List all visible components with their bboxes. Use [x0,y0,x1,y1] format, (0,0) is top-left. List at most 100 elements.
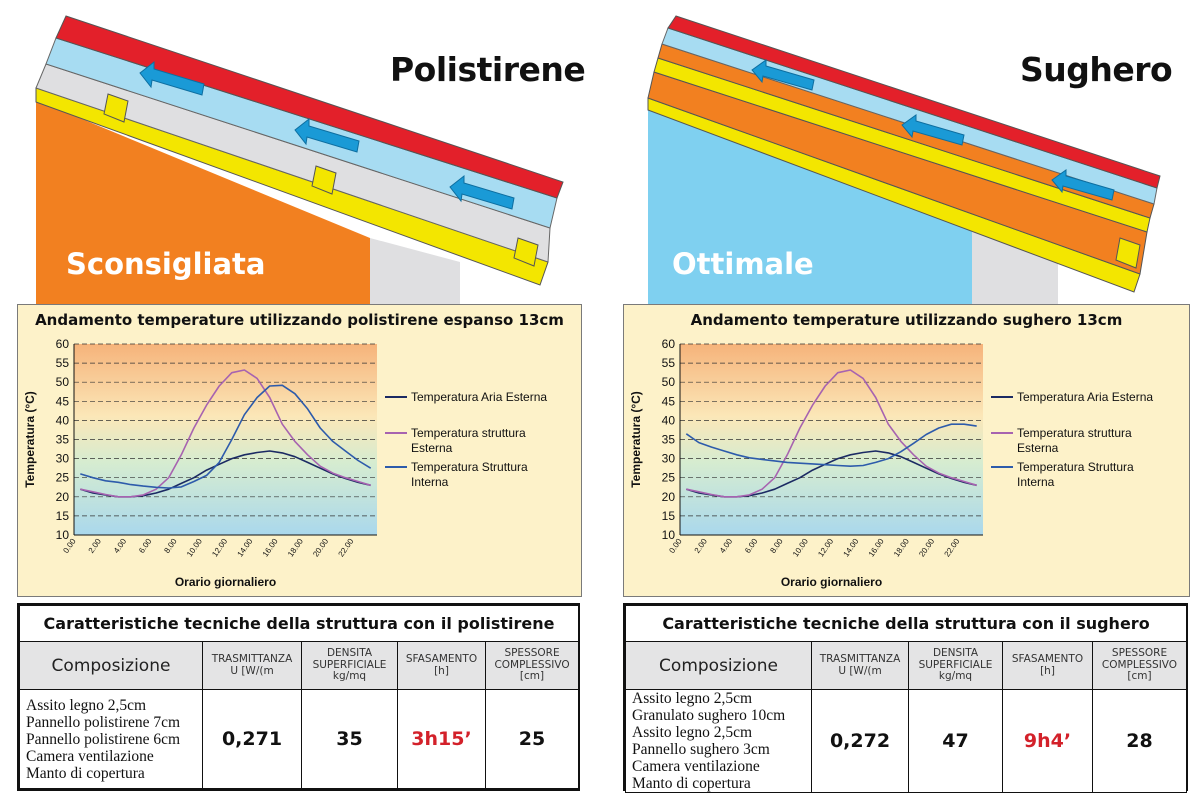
composition-item: Camera ventilazione [26,747,154,765]
y-tick-label: 45 [56,394,70,408]
y-tick-label: 40 [662,413,676,427]
y-tick-label: 55 [662,356,676,370]
composition-item: Camera ventilazione [632,758,760,775]
x-tick-label: 6.00 [137,537,154,555]
spessore-value: 28 [1092,689,1187,793]
orange-wall [36,100,370,305]
air-flow-arrow-icon [139,60,205,96]
x-tick-label: 22.00 [337,537,356,559]
sfasamento-value: 9h4’ [1002,689,1093,793]
y-tick-label: 60 [56,337,70,351]
y-tick-label: 30 [662,452,676,466]
legend-label: Temperatura Aria Esterna [1017,390,1153,404]
y-tick-label: 20 [56,490,70,504]
header-trasmittanza: TRASMITTANZA U [W/(m [202,641,302,690]
x-tick-label: 2.00 [693,537,710,555]
x-tick-label: 14.00 [236,537,255,559]
x-tick-label: 20.00 [917,537,936,559]
y-tick-label: 45 [662,394,676,408]
red-roof-covering [667,15,1161,189]
composition-item: Pannello polistirene 7cm [26,713,181,731]
rating-label: Sconsigliata [66,247,266,281]
gray-wall [370,238,460,305]
x-tick-label: 16.00 [867,537,886,559]
sfasamento-value: 3h15’ [397,689,486,789]
sughero-panel: Sughero Ottimale Andamento temperature u… [600,0,1200,810]
composition-item: Assito legno 2,5cm [632,690,753,707]
densita-value: 47 [908,689,1003,793]
y-tick-label: 20 [662,490,676,504]
y-tick-label: 15 [662,509,676,523]
air-flow-arrow-icon [294,117,360,153]
header-sfasamento: SFASAMENTO [h] [1002,641,1093,690]
polistirene-panel: Polistirene Sconsigliata Andamento tempe… [17,15,586,791]
header-sfasamento: SFASAMENTO [h] [397,641,486,690]
x-tick-label: 10.00 [791,537,810,559]
series-line-3 [80,384,372,489]
densita-value: 35 [301,689,398,789]
legend-label: Temperatura Struttura [411,460,528,474]
composition-item: Granulato sughero 10cm [632,707,786,724]
composition-item: Pannello sughero 3cm [632,741,770,758]
y-tick-label: 55 [56,356,70,370]
legend-label: Esterna [411,441,453,455]
table-title: Caratteristiche tecniche della struttura… [625,605,1187,642]
y-tick-label: 50 [56,375,70,389]
red-roof-covering [55,15,564,199]
y-axis-title: Temperatura (°C) [23,391,37,488]
x-tick-label: 14.00 [842,537,861,559]
temperature-chart-panel: Andamento temperature utilizzando polist… [17,304,582,597]
x-tick-label: 8.00 [768,537,785,555]
composition-list: Assito legno 2,5cm Pannello polistirene … [19,689,203,789]
batten [103,93,129,123]
composition-item: Manto di copertura [632,775,751,792]
air-flow-arrow-icon [751,59,815,91]
air-flow-arrow-icon [449,174,515,210]
y-tick-label: 30 [56,452,70,466]
x-tick-label: 2.00 [87,537,104,555]
composition-list: Assito legno 2,5cm Granulato sughero 10c… [625,689,812,793]
x-tick-label: 4.00 [718,537,735,555]
header-composizione: Composizione [625,641,812,690]
trasmittanza-value: 0,271 [202,689,302,789]
series-line-2 [686,369,977,498]
technical-table-polistirene: Caratteristiche tecniche della struttura… [17,603,580,791]
composition-item: Pannello polistirene 6cm [26,730,181,748]
x-tick-label: 4.00 [112,537,129,555]
header-densita: DENSITA SUPERFICIALE kg/mq [301,641,398,690]
x-axis-title: Orario giornaliero [175,575,276,589]
gray-wall [972,230,1058,305]
batten [1115,237,1141,269]
composition-item: Assito legno 2,5cm [26,696,147,714]
air-flow-arrow-icon [901,114,965,146]
chart-title: Andamento temperature utilizzando sugher… [690,311,1123,329]
header-trasmittanza: TRASMITTANZA U [W/(m [811,641,909,690]
series-line-3 [685,423,977,467]
legend-label: Interna [1017,475,1055,489]
legend-label: Temperatura struttura [1017,426,1132,440]
y-tick-label: 50 [662,375,676,389]
roof-section-sughero [647,15,1161,305]
x-tick-label: 12.00 [816,537,835,559]
x-tick-label: 12.00 [210,537,229,559]
technical-table-sughero: Caratteristiche tecniche della struttura… [623,603,1188,793]
x-tick-label: 16.00 [261,537,280,559]
y-tick-label: 60 [662,337,676,351]
legend-label: Interna [411,475,449,489]
rating-label: Ottimale [672,247,814,281]
legend-label: Esterna [1017,441,1059,455]
batten [513,237,539,267]
x-tick-label: 22.00 [943,537,962,559]
composition-item: Manto di copertura [26,764,145,782]
y-tick-label: 10 [56,528,70,542]
x-tick-label: 10.00 [185,537,204,559]
x-axis-title: Orario giornaliero [781,575,882,589]
x-tick-label: 18.00 [286,537,305,559]
blue-wall [648,108,972,305]
x-tick-label: 8.00 [162,537,179,555]
temperature-chart-panel: Andamento temperature utilizzando sugher… [623,304,1190,597]
series-line-2 [80,369,371,498]
header-composizione: Composizione [19,641,203,690]
y-tick-label: 35 [56,433,70,447]
